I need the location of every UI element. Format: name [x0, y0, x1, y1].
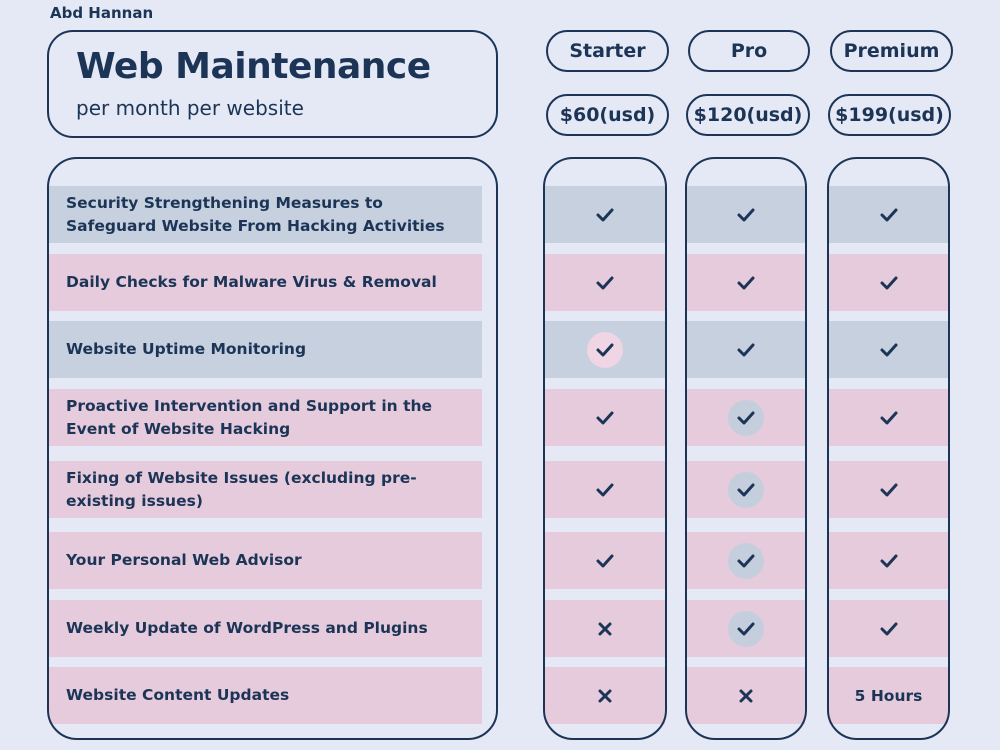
check-icon [587, 197, 623, 233]
check-icon [587, 472, 623, 508]
plan-name-premium[interactable]: Premium [830, 30, 953, 72]
starter-cell [545, 254, 665, 311]
premium-cell-background [829, 254, 948, 311]
feature-row [49, 389, 482, 446]
feature-row [49, 461, 482, 518]
feature-label: Security Strengthening Measures to Safeg… [66, 193, 445, 235]
pro-cell [687, 532, 805, 589]
premium-cell-background [829, 461, 948, 518]
premium-cell-background [829, 321, 948, 378]
premium-cell-background [829, 667, 948, 724]
premium-cell-background [829, 389, 948, 446]
check-icon [871, 472, 907, 508]
starter-cell-background [545, 186, 665, 243]
page-subtitle: per month per website [76, 96, 304, 120]
check-icon [728, 197, 764, 233]
starter-cell [545, 600, 665, 657]
check-icon [728, 332, 764, 368]
feature-label: Website Uptime Monitoring [66, 340, 307, 358]
check-icon [871, 197, 907, 233]
feature-row [49, 186, 482, 243]
pro-cell [687, 600, 805, 657]
premium-cell [829, 186, 948, 243]
premium-cell [829, 600, 948, 657]
check-icon [871, 543, 907, 579]
premium-cell [829, 321, 948, 378]
plan-price-premium: $199(usd) [828, 94, 951, 136]
starter-cell [545, 667, 665, 724]
starter-cell-background [545, 461, 665, 518]
cross-icon [587, 611, 623, 647]
feature-row [49, 667, 482, 724]
starter-cell-background [545, 389, 665, 446]
feature-row [49, 532, 482, 589]
pro-cell-background [687, 321, 805, 378]
check-icon [728, 399, 764, 436]
starter-cell [545, 389, 665, 446]
premium-cell [829, 389, 948, 446]
feature-label: Fixing of Website Issues (excluding pre-… [66, 468, 417, 510]
pro-cell [687, 461, 805, 518]
feature-label: Your Personal Web Advisor [66, 551, 302, 569]
pro-cell [687, 186, 805, 243]
premium-cell-background [829, 186, 948, 243]
plan-name-pro[interactable]: Pro [688, 30, 810, 72]
starter-cell [545, 532, 665, 589]
pro-cell-background [687, 186, 805, 243]
starter-cell-background [545, 532, 665, 589]
pro-cell [687, 389, 805, 446]
starter-cell [545, 461, 665, 518]
check-icon [728, 265, 764, 301]
pro-cell [687, 254, 805, 311]
feature-label: Proactive Intervention and Support in th… [66, 396, 433, 438]
plan-price-pro: $120(usd) [686, 94, 810, 136]
premium-cell-background [829, 600, 948, 657]
feature-row [49, 600, 482, 657]
premium-cell: 5 Hours [829, 667, 948, 724]
feature-row [49, 254, 482, 311]
check-icon [728, 610, 764, 647]
page-title: Web Maintenance [76, 46, 431, 87]
pro-cell [687, 667, 805, 724]
starter-cell [545, 321, 665, 378]
premium-cell-background [829, 532, 948, 589]
check-icon [871, 400, 907, 436]
cell-value: 5 Hours [854, 686, 923, 705]
check-icon [728, 542, 764, 579]
check-icon [871, 265, 907, 301]
premium-cell [829, 254, 948, 311]
check-icon [728, 471, 764, 508]
cross-icon [587, 678, 623, 714]
check-icon [587, 265, 623, 301]
starter-cell-background [545, 254, 665, 311]
cross-icon [728, 678, 764, 714]
check-icon [871, 611, 907, 647]
feature-label: Website Content Updates [66, 686, 290, 704]
starter-cell [545, 186, 665, 243]
pro-cell-background [687, 254, 805, 311]
check-icon [587, 331, 623, 368]
plan-name-starter[interactable]: Starter [546, 30, 669, 72]
premium-cell [829, 461, 948, 518]
pro-cell [687, 321, 805, 378]
check-icon [587, 400, 623, 436]
feature-label: Daily Checks for Malware Virus & Removal [66, 273, 437, 291]
feature-row [49, 321, 482, 378]
author-name: Abd Hannan [50, 4, 154, 22]
check-icon [871, 332, 907, 368]
title-card: Web Maintenance per month per website [47, 30, 498, 138]
plan-price-starter: $60(usd) [546, 94, 669, 136]
check-icon [587, 543, 623, 579]
premium-cell [829, 532, 948, 589]
feature-label: Weekly Update of WordPress and Plugins [66, 619, 428, 637]
